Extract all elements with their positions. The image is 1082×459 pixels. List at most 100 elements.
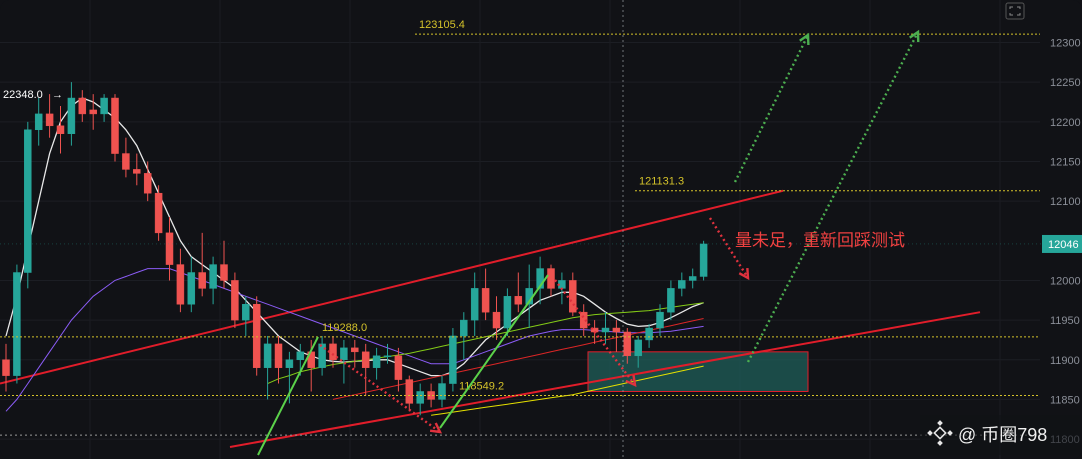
candle — [111, 94, 119, 162]
candle — [242, 296, 250, 336]
candle-body — [438, 383, 446, 400]
moving-average-line — [431, 365, 704, 416]
price-tick-label: 11900 — [1050, 355, 1080, 367]
candle — [231, 272, 239, 329]
candle — [667, 280, 675, 321]
candle-body — [252, 303, 261, 368]
candle — [361, 343, 370, 396]
trend-channel-layer — [0, 189, 981, 448]
candle-body — [67, 97, 76, 134]
candle — [56, 105, 65, 154]
candle-body — [460, 319, 468, 337]
price-level-label: 123105.4 — [419, 19, 465, 31]
candle — [449, 328, 457, 392]
watermark-text: @ 币圈798 — [958, 425, 1047, 445]
moving-average-line — [332, 318, 704, 400]
price-tick-label: 11950 — [1050, 315, 1080, 327]
current-price-label: 12046 — [1048, 239, 1079, 251]
candle — [13, 264, 21, 384]
projection-arrow-layer — [257, 29, 920, 456]
candle — [122, 137, 130, 178]
candle — [656, 304, 664, 336]
candle — [678, 272, 686, 297]
candle-body — [688, 276, 697, 281]
candle — [220, 240, 228, 289]
candle-layer — [2, 82, 708, 416]
candle-body — [220, 264, 228, 281]
candle — [394, 347, 403, 392]
candle-body — [78, 97, 87, 115]
candle — [78, 90, 87, 122]
candle-body — [383, 355, 392, 358]
candle-body — [503, 296, 512, 329]
candle-body — [623, 331, 632, 357]
candle-body — [318, 343, 326, 368]
candle — [460, 312, 468, 360]
candle-body — [296, 351, 305, 361]
impulse-line — [257, 336, 319, 456]
candle — [351, 339, 359, 368]
candle — [481, 268, 490, 321]
price-level-label: 119288.0 — [322, 322, 367, 334]
candle-body — [579, 311, 588, 329]
pullback-arrow-down — [554, 279, 636, 386]
candle — [612, 320, 621, 352]
candle-body — [612, 327, 621, 333]
candle — [634, 335, 642, 368]
candle-body — [165, 232, 174, 265]
candle-body — [209, 264, 217, 289]
candle — [438, 375, 446, 408]
candle-body — [198, 272, 206, 289]
candle-body — [122, 153, 130, 170]
projection-arrow-up — [746, 31, 920, 363]
price-tick-label: 12300 — [1050, 38, 1081, 50]
candle — [416, 383, 424, 416]
candle — [154, 185, 163, 241]
candle-body — [634, 339, 642, 357]
candle-body — [536, 268, 544, 289]
candle-body — [405, 379, 414, 404]
candle-body — [154, 192, 163, 234]
projection-arrow-up-head — [799, 32, 810, 46]
candle-body — [481, 288, 490, 313]
candle — [492, 296, 501, 340]
candle-body — [285, 359, 294, 368]
high-price-label: 22348.0 — [3, 89, 43, 101]
candle-body — [45, 113, 54, 127]
candle — [405, 375, 414, 412]
price-tick-label: 12250 — [1050, 77, 1081, 89]
candle-body — [242, 303, 250, 321]
candle-body — [656, 311, 664, 329]
price-tick-label: 11850 — [1050, 394, 1080, 406]
candle — [187, 256, 196, 313]
candle-body — [372, 355, 381, 368]
candle-body — [111, 97, 119, 154]
candle — [34, 98, 43, 146]
moving-average-line — [5, 268, 704, 412]
candle-body — [645, 327, 653, 341]
fullscreen-icon[interactable] — [1005, 2, 1025, 20]
candle-body — [274, 343, 283, 368]
pullback-arrow-down-head — [429, 422, 443, 434]
candle-body — [492, 311, 501, 329]
candle-body — [34, 113, 43, 131]
candle — [318, 335, 326, 376]
candle — [427, 383, 435, 408]
candle — [209, 256, 217, 305]
candle — [198, 232, 206, 297]
candle — [263, 335, 272, 400]
candle-body — [569, 280, 577, 313]
candle-body — [2, 359, 10, 376]
candle-body — [13, 272, 21, 376]
candle-body — [187, 272, 196, 305]
candle — [252, 296, 261, 376]
candle — [645, 324, 653, 348]
candle-body — [100, 97, 108, 115]
candle-body — [143, 173, 152, 194]
candle-body — [678, 280, 686, 289]
projection-arrow-up-head — [909, 29, 920, 43]
candle — [699, 240, 708, 281]
support-zone — [587, 351, 809, 392]
